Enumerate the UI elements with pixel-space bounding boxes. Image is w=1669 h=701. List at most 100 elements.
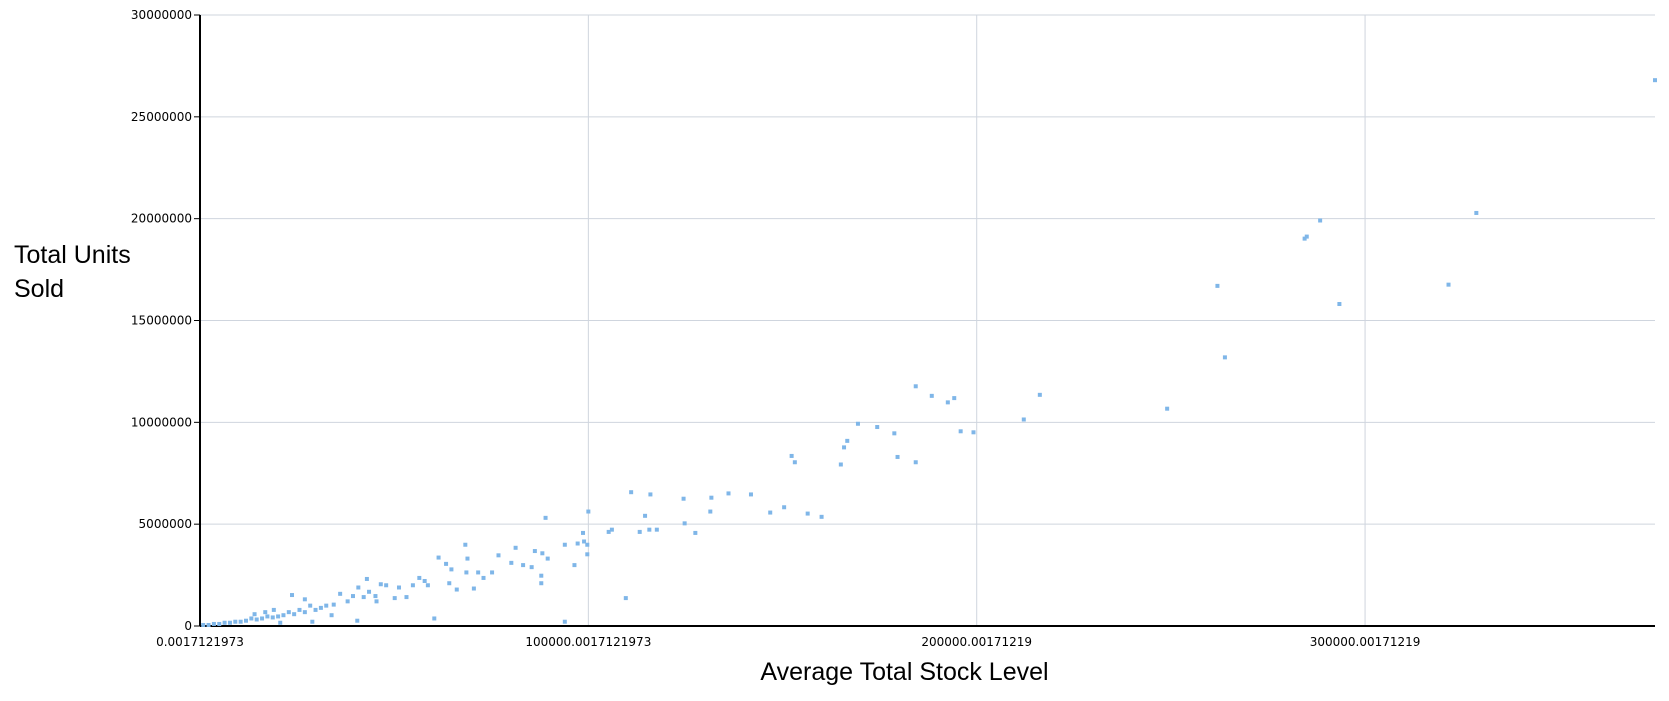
point: [249, 616, 254, 621]
x-tick-label: 200000.00171219: [921, 635, 1032, 649]
point: [792, 460, 797, 465]
point: [331, 602, 336, 607]
point: [238, 619, 243, 624]
point: [1037, 392, 1042, 397]
x-axis-label: Average Total Stock Level: [760, 658, 1049, 686]
point: [539, 581, 544, 586]
point: [585, 552, 590, 557]
point: [302, 597, 307, 602]
point: [581, 530, 586, 535]
y-tick-label: 5000000: [139, 517, 192, 531]
y-tick-label: 25000000: [131, 110, 192, 124]
point: [329, 613, 334, 618]
point: [623, 596, 628, 601]
point: [521, 563, 526, 568]
point: [509, 560, 514, 565]
y-tick-label: 20000000: [131, 212, 192, 226]
point: [586, 509, 591, 514]
point: [513, 545, 518, 550]
y-tick-label: 15000000: [131, 314, 192, 328]
point: [582, 539, 587, 544]
point: [606, 529, 611, 534]
point: [913, 460, 918, 465]
point: [310, 619, 315, 624]
point: [875, 425, 880, 430]
point: [436, 555, 441, 560]
point: [643, 513, 648, 518]
point: [318, 605, 323, 610]
point: [263, 610, 268, 615]
point: [895, 454, 900, 459]
point: [1021, 417, 1026, 422]
point: [539, 573, 544, 578]
point: [404, 595, 409, 600]
point: [913, 384, 918, 389]
point: [454, 587, 459, 592]
point: [805, 511, 810, 516]
point: [572, 563, 577, 568]
x-tick-label: 0.0017121973: [156, 635, 244, 649]
point: [945, 400, 950, 405]
point: [748, 492, 753, 497]
point: [201, 622, 206, 627]
point: [463, 542, 468, 547]
point: [575, 541, 580, 546]
point: [708, 509, 713, 514]
point: [1215, 283, 1220, 288]
y-tick-label: 10000000: [131, 415, 192, 429]
point: [271, 607, 276, 612]
point: [447, 581, 452, 586]
x-tick-label: 100000.0017121973: [525, 635, 651, 649]
point: [252, 612, 257, 617]
point: [682, 521, 687, 526]
point: [260, 616, 265, 621]
point: [364, 576, 369, 581]
point: [278, 620, 283, 625]
point: [465, 556, 470, 561]
point: [373, 594, 378, 599]
point: [637, 529, 642, 534]
point: [1302, 236, 1307, 241]
point: [1222, 355, 1227, 360]
point: [855, 421, 860, 426]
point: [227, 620, 232, 625]
point: [681, 496, 686, 501]
point: [338, 591, 343, 596]
point: [1337, 302, 1342, 307]
point: [629, 490, 634, 495]
point: [819, 514, 824, 519]
point: [481, 575, 486, 580]
y-axis-label: Total Units Sold: [14, 241, 131, 303]
point: [313, 607, 318, 612]
point: [308, 603, 313, 608]
point: [471, 586, 476, 591]
point: [693, 530, 698, 535]
point: [647, 527, 652, 532]
point: [292, 612, 297, 617]
point: [422, 578, 427, 583]
point: [490, 570, 495, 575]
point: [345, 599, 350, 604]
point: [842, 445, 847, 450]
point: [396, 585, 401, 590]
point: [297, 607, 302, 612]
point: [789, 453, 794, 458]
point: [545, 556, 550, 561]
point: [211, 621, 216, 626]
point: [540, 551, 545, 556]
y-tick-label: 30000000: [131, 8, 192, 22]
point: [952, 396, 957, 401]
point: [410, 583, 415, 588]
x-tick-label: 300000.00171219: [1310, 635, 1421, 649]
point: [374, 599, 379, 604]
point: [1304, 234, 1309, 239]
point: [217, 621, 222, 626]
point: [206, 622, 211, 627]
point: [384, 583, 389, 588]
point: [476, 570, 481, 575]
point: [356, 585, 361, 590]
point: [281, 613, 286, 618]
point: [1446, 282, 1451, 287]
point: [417, 575, 422, 580]
